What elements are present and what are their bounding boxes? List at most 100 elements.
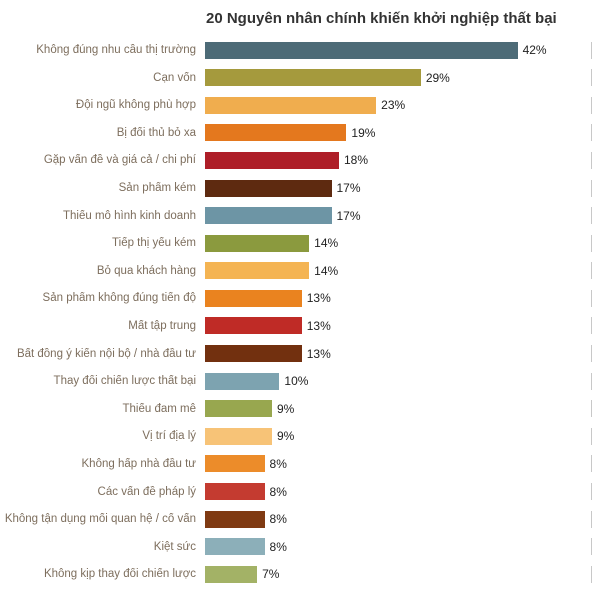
bar [205,179,332,197]
bar [205,262,310,280]
bar-area: 8% [205,483,592,501]
value-label: 23% [381,98,406,113]
value-label: 17% [336,208,361,223]
bar-area: 8% [205,538,592,556]
category-label: Tiếp thị yếu kém [112,237,196,250]
gridline-tick [591,345,592,363]
bar [205,345,302,363]
gridline-tick [591,289,592,307]
bar-area: 9% [205,427,592,445]
value-label: 9% [276,429,295,444]
chart-row: Bất đồng ý kiến nội bộ / nhà đầu tư 13% [4,340,592,368]
chart-row: Cạn vốn 29% [4,64,592,92]
gridline-tick [591,510,592,528]
category-label: Vị trí địa lý [142,430,196,443]
gridline-tick [591,427,592,445]
value-label: 7% [262,567,280,582]
value-label: 17% [336,181,361,196]
bar-area: 17% [205,207,592,225]
bar-area: 13% [205,289,592,307]
value-label: 8% [269,456,287,471]
gridline-tick [591,151,592,169]
value-label: 13% [306,291,331,306]
bar [205,455,265,473]
chart-row: Thay đổi chiến lược thất bại 10% [4,367,592,395]
category-label: Thiếu mô hình kinh doanh [63,209,196,222]
bar-area: 7% [205,565,592,583]
category-label: Không hấp nhà đầu tư [81,457,197,470]
chart-row: Gặp vấn đề và giá cả / chi phí 18% [4,147,592,175]
bar [205,234,310,252]
chart-row: Các vấn đề pháp lý 8% [4,478,592,506]
chart-row: Bị đối thủ bỏ xa 19% [4,119,592,147]
category-label: Bỏ qua khách hàng [96,264,196,277]
value-label: 13% [306,346,331,361]
chart-row: Kiệt sức 8% [4,533,592,561]
value-label: 42% [522,43,547,58]
category-label: Bất đồng ý kiến nội bộ / nhà đầu tư [16,347,196,360]
bar-area: 14% [205,262,592,280]
bar [205,151,339,169]
bar-area: 9% [205,400,592,418]
category-label: Gặp vấn đề và giá cả / chi phí [43,154,196,167]
chart-row: Không kịp thay đổi chiến lược 7% [4,561,592,589]
category-label: Sản phẩm không đúng tiến độ [42,292,196,305]
bar-area: 19% [205,124,592,142]
bar [205,565,258,583]
category-label: Thiếu đam mê [122,402,196,415]
bar [205,483,265,501]
value-label: 9% [276,401,295,416]
bar-area: 14% [205,234,592,252]
chart-row: Vị trí địa lý 9% [4,423,592,451]
bar-area: 17% [205,179,592,197]
gridline-tick [591,96,592,114]
chart-row: Đội ngũ không phù hợp 23% [4,91,592,119]
gridline-tick [591,179,592,197]
category-label: Mất tập trung [128,319,196,332]
value-label: 14% [314,263,339,278]
category-label: Kiệt sức [153,540,196,553]
category-label: Thay đổi chiến lược thất bại [53,375,196,388]
gridline-tick [591,400,592,418]
gridline-tick [591,372,592,390]
bar-area: 13% [205,317,592,335]
chart-rows: Không đúng nhu cầu thị trường 42% Cạn vốn 2… [4,36,592,588]
category-label: Cạn vốn [153,71,196,84]
bar-area: 8% [205,510,592,528]
bar [205,124,347,142]
chart-row: Không đúng nhu cầu thị trường 42% [4,36,592,64]
bar [205,427,272,445]
value-label: 8% [269,512,287,527]
value-label: 18% [343,153,368,168]
category-label: Các vấn đề pháp lý [97,485,196,498]
bar-area: 29% [205,69,592,87]
category-label: Đội ngũ không phù hợp [75,99,196,112]
value-label: 19% [351,125,376,140]
gridline-tick [591,41,592,59]
bar [205,41,518,59]
gridline-tick [591,317,592,335]
chart-row: Bỏ qua khách hàng 14% [4,257,592,285]
bar-area: 18% [205,151,592,169]
bar-area: 42% [205,41,592,59]
chart-row: Thiếu đam mê 9% [4,395,592,423]
chart-row: Tiếp thị yếu kém 14% [4,229,592,257]
gridline-tick [591,234,592,252]
bar [205,372,280,390]
bar [205,317,302,335]
category-label: Không tận dụng mối quan hệ / cố vấn [4,513,196,526]
bar-area: 8% [205,455,592,473]
gridline-tick [591,538,592,556]
chart-row: Sản phẩm kém 17% [4,174,592,202]
bar-area: 10% [205,372,592,390]
value-label: 13% [306,318,331,333]
chart-row: Không hấp nhà đầu tư 8% [4,450,592,478]
gridline-tick [591,207,592,225]
gridline-tick [591,69,592,87]
gridline-tick [591,483,592,501]
chart-row: Không tận dụng mối quan hệ / cố vấn 8% [4,505,592,533]
bar [205,69,421,87]
bar-area: 23% [205,96,592,114]
bar [205,538,265,556]
